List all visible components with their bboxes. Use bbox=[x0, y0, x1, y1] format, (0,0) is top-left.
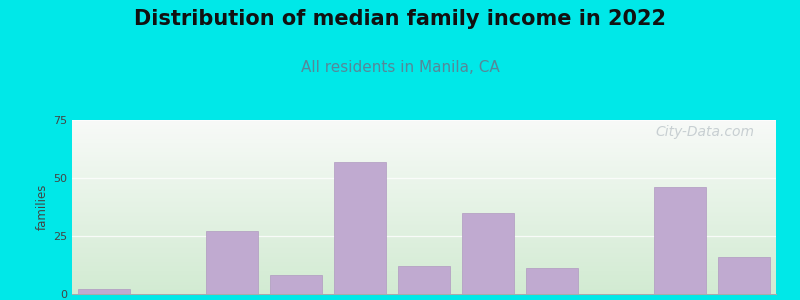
Bar bbox=[270, 275, 322, 294]
Bar bbox=[78, 290, 130, 294]
Bar bbox=[526, 268, 578, 294]
Text: All residents in Manila, CA: All residents in Manila, CA bbox=[301, 60, 499, 75]
Bar bbox=[462, 213, 514, 294]
Bar bbox=[334, 162, 386, 294]
Bar bbox=[398, 266, 450, 294]
Text: Distribution of median family income in 2022: Distribution of median family income in … bbox=[134, 9, 666, 29]
Bar bbox=[718, 257, 770, 294]
Bar bbox=[206, 231, 258, 294]
Y-axis label: families: families bbox=[36, 184, 49, 230]
Bar bbox=[654, 187, 706, 294]
Text: City-Data.com: City-Data.com bbox=[656, 125, 755, 139]
